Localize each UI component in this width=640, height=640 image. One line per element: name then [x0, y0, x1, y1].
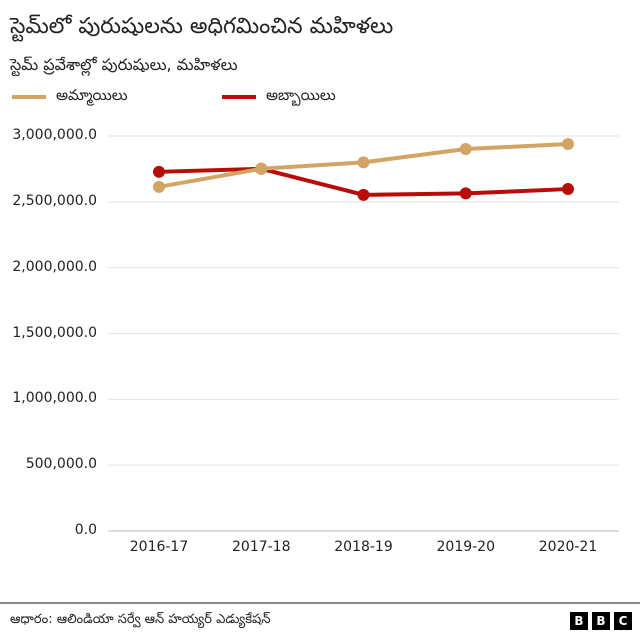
bbc-logo-b1: B [570, 612, 588, 630]
legend: అమ్మాయిలు అబ్బాయిలు [0, 86, 640, 108]
data-point [153, 180, 165, 193]
y-tick-label: 3,000,000.0 [12, 127, 97, 143]
y-tick-label: 1,500,000.0 [12, 324, 97, 341]
legend-item-boys: అబ్బాయిలు [222, 86, 336, 108]
footer-divider [0, 602, 640, 604]
y-tick-label: 2,000,000.0 [12, 258, 97, 275]
data-point [562, 183, 574, 196]
legend-item-girls: అమ్మాయిలు [12, 86, 128, 108]
x-tick-label: 2018-19 [334, 539, 393, 555]
y-tick-label: 2,500,000.0 [12, 192, 97, 209]
x-tick-label: 2016-17 [129, 539, 189, 555]
bbc-logo-b2: B [592, 612, 610, 630]
legend-swatch-boys [222, 95, 256, 99]
chart-title: స్టెమ్‌లో పురుషులను అధిగమించిన మహిళలు [10, 14, 394, 39]
data-point [459, 187, 472, 200]
data-point [357, 156, 370, 169]
y-tick-label: 500,000.0 [25, 456, 97, 473]
x-tick-label: 2019-20 [436, 539, 496, 555]
bbc-logo: B B C [570, 612, 632, 630]
data-point [153, 165, 165, 178]
x-tick-label: 2020-21 [538, 539, 598, 555]
data-point [562, 138, 574, 151]
y-tick-label: 0.0 [74, 522, 97, 538]
legend-swatch-girls [12, 95, 46, 99]
x-tick-label: 2017-18 [232, 539, 291, 555]
chart-subtitle: స్టెమ్ ప్రవేశాల్లో పురుషులు, మహిళలు [10, 55, 238, 74]
data-point [255, 162, 268, 175]
legend-label-boys: అబ్బాయిలు [266, 86, 336, 104]
y-tick-label: 1,000,000.0 [12, 390, 97, 407]
legend-label-girls: అమ్మాయిలు [56, 86, 128, 104]
source-note: ఆధారం: ఆలిండియా సర్వే ఆన్ హయ్యర్ ఎడ్యుకే… [10, 612, 271, 627]
data-point [357, 188, 370, 201]
bbc-logo-c: C [614, 612, 632, 630]
data-point [459, 143, 472, 156]
